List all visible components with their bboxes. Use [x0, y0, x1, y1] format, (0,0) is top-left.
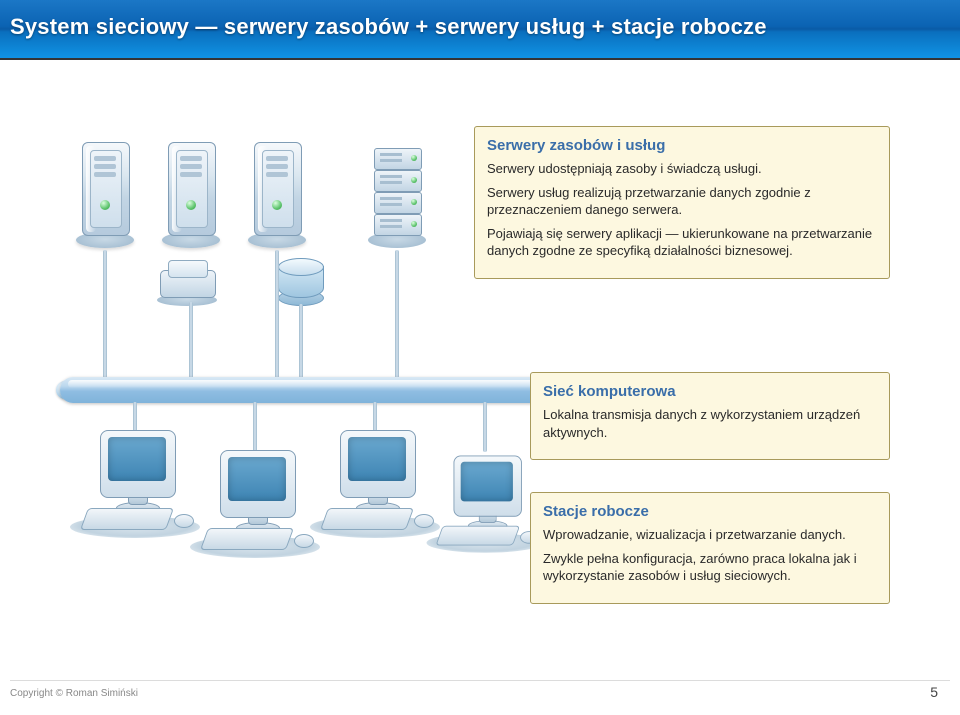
servers-box-title: Serwery zasobów i usług	[487, 137, 877, 154]
server-tower-icon	[76, 142, 134, 250]
workstations-box-title: Stacje robocze	[543, 503, 877, 520]
wire-icon	[395, 250, 399, 378]
workstations-box-text: Zwykle pełna konfiguracja, zarówno praca…	[543, 550, 877, 585]
wire-icon	[275, 250, 279, 378]
workstation-icon	[427, 456, 544, 555]
copyright-text: Copyright © Roman Simiński	[10, 688, 138, 699]
server-tower-icon	[162, 142, 220, 250]
wire-icon	[483, 402, 487, 452]
disk-cylinder-icon	[278, 258, 322, 304]
workstations-info-box: Stacje robocze Wprowadzanie, wizualizacj…	[530, 492, 890, 604]
workstation-icon	[190, 450, 320, 560]
printer-icon	[160, 260, 214, 302]
wire-icon	[189, 302, 193, 378]
footer-divider	[10, 680, 950, 681]
network-info-box: Sieć komputerowa Lokalna transmisja dany…	[530, 372, 890, 460]
workstations-box-text: Wprowadzanie, wizualizacja i przetwarzan…	[543, 526, 877, 544]
servers-box-text: Serwery usług realizują przetwarzanie da…	[487, 184, 877, 219]
network-box-title: Sieć komputerowa	[543, 383, 877, 400]
wire-icon	[373, 402, 377, 432]
servers-box-text: Pojawiają się serwery aplikacji — ukieru…	[487, 225, 877, 260]
wire-icon	[103, 250, 107, 378]
page-number: 5	[930, 684, 938, 700]
wire-icon	[253, 402, 257, 452]
workstation-icon	[70, 430, 200, 540]
server-tower-icon	[248, 142, 306, 250]
network-box-text: Lokalna transmisja danych z wykorzystani…	[543, 406, 877, 441]
wire-icon	[299, 304, 303, 378]
servers-info-box: Serwery zasobów i usług Serwery udostępn…	[474, 126, 890, 279]
workstation-icon	[310, 430, 440, 540]
servers-box-text: Serwery udostępniają zasoby i świadczą u…	[487, 160, 877, 178]
header-border	[0, 58, 960, 60]
wire-icon	[133, 402, 137, 432]
server-rack-icon	[368, 142, 426, 250]
page-title: System sieciowy — serwery zasobów + serw…	[10, 14, 950, 40]
